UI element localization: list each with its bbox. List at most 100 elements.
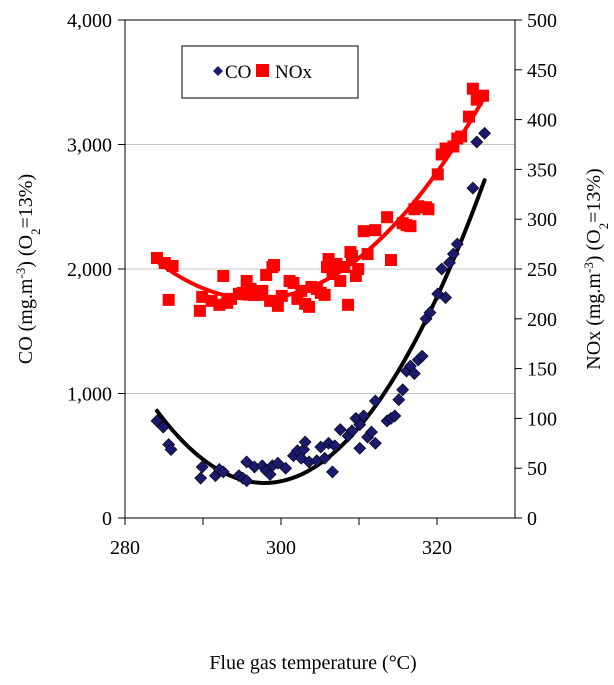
- x-axis: 280 300 320: [110, 518, 452, 559]
- nox-point: [318, 288, 331, 301]
- x-tick-label: 320: [422, 537, 452, 559]
- nox-point: [267, 259, 280, 272]
- co-point: [271, 456, 285, 470]
- x-tick-label: 300: [266, 537, 296, 559]
- y-right-tick-label: 50: [527, 458, 547, 480]
- co-point: [194, 471, 208, 485]
- co-point: [279, 461, 293, 475]
- co-point: [392, 393, 406, 407]
- co-point: [435, 262, 449, 276]
- nox-point: [422, 203, 435, 216]
- nox-point: [334, 274, 347, 287]
- co-point: [240, 455, 254, 469]
- co-point: [423, 306, 437, 319]
- nox-point: [166, 260, 179, 273]
- nox-point: [381, 211, 394, 224]
- y-axis-left-title: CO (mg.m-3) (O2=13%): [13, 174, 43, 364]
- nox-point: [477, 89, 490, 102]
- nox-point: [196, 290, 209, 303]
- grid-lines: [125, 144, 515, 394]
- co-point: [333, 423, 347, 437]
- legend-nox-label: NOx: [275, 62, 312, 83]
- y-right-tick-label: 0: [527, 508, 537, 530]
- y-left-tick-label: 2,000: [67, 259, 112, 281]
- legend-box: [181, 45, 359, 99]
- y-right-tick-label: 100: [527, 408, 557, 430]
- y-right-tick-label: 150: [527, 359, 557, 381]
- nox-point: [275, 289, 288, 302]
- y-right-tick-label: 500: [527, 10, 557, 32]
- y-axis-right-title: NOx (mg.m-3) (O2=13%): [581, 168, 611, 369]
- co-trend-line: [154, 178, 487, 485]
- nox-point: [338, 261, 351, 274]
- nox-point: [342, 298, 355, 311]
- nox-point: [384, 254, 397, 267]
- nox-point: [352, 263, 365, 275]
- nox-point: [162, 293, 175, 306]
- co-point: [396, 383, 410, 397]
- y-left-tick-label: 3,000: [67, 135, 112, 157]
- co-point: [240, 474, 254, 488]
- y-right-tick-label: 400: [527, 110, 557, 132]
- co-point: [478, 126, 492, 140]
- nox-point: [466, 82, 479, 95]
- nox-point: [295, 284, 308, 297]
- y-axis-right: 0 50 100 150 200 250 300 350 400 450 500: [515, 10, 557, 530]
- legend-co-marker: [213, 66, 223, 76]
- nox-point: [248, 288, 261, 301]
- co-point: [407, 367, 421, 381]
- nox-point: [357, 225, 370, 238]
- co-point: [353, 441, 367, 455]
- y-left-tick-label: 0: [102, 508, 112, 530]
- legend-nox-marker: [256, 64, 269, 77]
- x-tick-label: 280: [110, 537, 140, 559]
- y-right-tick-label: 250: [527, 259, 557, 281]
- co-point: [195, 460, 209, 474]
- nox-point: [271, 299, 284, 312]
- nox-point: [193, 304, 206, 317]
- y-right-tick-label: 450: [527, 60, 557, 82]
- nox-point: [217, 269, 230, 282]
- co-point: [357, 409, 371, 423]
- nox-point: [361, 248, 374, 261]
- x-axis-title: Flue gas temperature (°C): [209, 652, 416, 674]
- co-point: [365, 425, 378, 439]
- co-point: [470, 135, 484, 149]
- co-point: [368, 394, 382, 408]
- co-point: [415, 349, 429, 363]
- y-axis-left: 0 1,000 2,000 3,000 4,000: [67, 10, 125, 530]
- nox-point: [303, 300, 316, 313]
- co-point: [345, 424, 359, 438]
- nox-point: [404, 220, 417, 233]
- co-point: [446, 247, 460, 261]
- legend-co-label: CO: [225, 62, 251, 83]
- co-point: [466, 181, 480, 195]
- co-point: [318, 451, 332, 465]
- y-right-tick-label: 200: [527, 309, 557, 331]
- y-right-tick-label: 300: [527, 209, 557, 231]
- co-series: [150, 126, 492, 488]
- nox-point: [322, 253, 335, 266]
- co-point: [298, 435, 312, 449]
- nox-point: [369, 224, 382, 237]
- nox-point: [256, 284, 269, 297]
- co-point: [216, 465, 230, 479]
- co-point: [328, 439, 342, 453]
- y-right-tick-label: 350: [527, 159, 557, 181]
- co-point: [388, 409, 402, 423]
- co-point: [450, 237, 464, 251]
- co-point: [443, 256, 456, 270]
- nox-point: [431, 168, 444, 181]
- nox-point: [345, 250, 358, 263]
- y-left-tick-label: 4,000: [67, 10, 112, 32]
- co-point: [150, 414, 164, 428]
- co-point: [164, 443, 178, 456]
- nox-point: [455, 130, 468, 143]
- co-point: [439, 291, 453, 305]
- legend: CO NOx: [181, 45, 359, 99]
- co-point: [156, 420, 170, 434]
- nox-point: [462, 110, 475, 123]
- co-point: [368, 436, 382, 450]
- y-left-tick-label: 1,000: [67, 384, 112, 406]
